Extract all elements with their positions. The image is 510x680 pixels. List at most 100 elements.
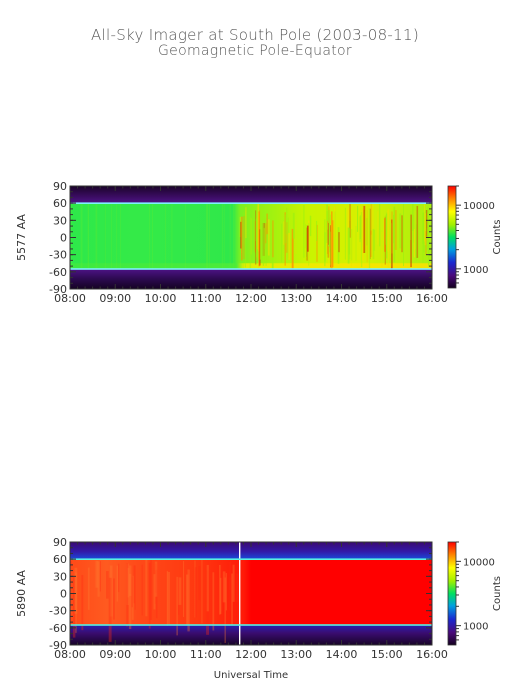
heatmap-streak [385,213,388,259]
heatmap-streak [126,563,130,605]
heatmap-streak [71,203,72,269]
heatmap-streak [393,206,396,263]
heatmap-streak [328,222,329,245]
colorbar-tick-label: 10000 [463,201,495,212]
x-tick-label: 13:00 [280,292,312,305]
heatmap-streak [384,218,386,252]
heatmap-streak [96,203,98,269]
heatmap-streak [206,564,209,612]
heatmap-streak [265,225,267,266]
x-tick-label: 16:00 [416,292,448,305]
heatmap-streak [87,567,90,610]
heatmap-streak [120,203,121,269]
colorbar-label: Counts [492,220,503,255]
heatmap-streak [127,567,130,598]
heatmap-streak [154,570,156,604]
heatmap-streak [370,203,372,235]
heatmap-streak [232,564,235,602]
heatmap-streak [385,215,386,245]
heatmap-streak [284,212,286,266]
heatmap-band [70,624,432,645]
heatmap-streak [176,576,178,636]
y-tick-label: -30 [49,249,67,262]
heatmap-streak [111,203,113,269]
heatmap-streak [99,561,101,592]
heatmap-streak [152,203,153,269]
heatmap-streak [426,227,428,250]
y-tick-label: 30 [53,570,67,583]
heatmap-streak [70,566,72,613]
x-tick-label: 09:00 [99,292,131,305]
heatmap-streak [422,212,425,244]
heatmap-streak [391,211,393,254]
heatmap-streak [240,221,242,249]
heatmap-streak [372,228,375,260]
heatmap-streak [379,204,381,247]
heatmap-streak [167,572,170,625]
heatmap-streak [229,203,231,269]
y-tick-label: -30 [49,605,67,618]
heatmap-streak [288,232,291,260]
y-axis-label: 5577 AA [15,214,28,261]
heatmap-streak [194,560,196,618]
heatmap-streak [131,575,134,620]
band-separator [70,558,432,560]
heatmap-streak [427,206,429,228]
heatmap-streak [97,561,100,597]
heatmap-streak [109,565,113,617]
x-tick-label: 11:00 [190,648,222,661]
heatmap-streak [219,577,222,614]
heatmap-streak [399,213,402,249]
heatmap-streak [266,222,269,262]
heatmap-streak [412,203,414,231]
band-separator [70,624,432,626]
heatmap-streak [233,203,235,269]
heatmap-streak [223,203,225,269]
heatmap-streak [410,214,412,268]
x-tick-label: 08:00 [54,292,86,305]
heatmap-streak [155,569,158,619]
heatmap-streak [106,571,109,599]
heatmap-streak [295,219,297,254]
x-tick-label: 16:00 [416,648,448,661]
y-tick-label: 60 [53,553,67,566]
x-tick-label: 15:00 [371,648,403,661]
heatmap-streak [178,578,180,615]
y-tick-label: 90 [53,536,67,549]
heatmap-band [70,268,432,289]
heatmap-streak [95,203,97,269]
heatmap-streak [416,205,419,258]
heatmap-streak [272,220,274,258]
heatmap-streak [222,571,226,603]
heatmap-streak [131,576,133,608]
heatmap-streak [330,231,331,265]
heatmap-streak [145,559,148,617]
heatmap-streak [235,573,239,602]
heatmap-streak [305,223,306,249]
heatmap-streak [253,207,254,249]
y-tick-label: 0 [60,232,67,245]
heatmap-streak [243,212,244,269]
x-tick-label: 12:00 [235,648,267,661]
heatmap-streak [425,210,428,237]
heatmap-streak [224,577,226,643]
heatmap-streak [155,563,157,593]
heatmap-streak [292,212,295,239]
heatmap-streak [425,231,427,256]
heatmap-streak [256,205,258,232]
heatmap-streak [254,220,256,253]
heatmap-streak [344,207,346,260]
heatmap-streak [369,208,371,260]
y-tick-label: 90 [53,180,67,193]
heatmap-streak [390,223,392,267]
heatmap-streak [74,567,78,614]
x-tick-label: 09:00 [99,648,131,661]
heatmap-streak [242,216,245,260]
heatmap-streak [309,215,312,237]
heatmap-streak [259,208,262,260]
y-tick-label: -90 [49,283,67,296]
heatmap-streak [187,569,190,632]
heatmap-streak [244,211,246,268]
x-tick-label: 14:00 [326,648,358,661]
